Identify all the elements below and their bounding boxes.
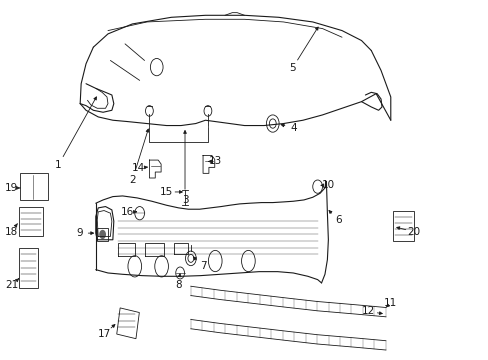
- Text: 17: 17: [97, 329, 110, 339]
- Bar: [392, 211, 413, 241]
- Text: 3: 3: [182, 195, 188, 205]
- Text: 4: 4: [289, 123, 296, 133]
- Bar: [19, 207, 42, 237]
- Text: 13: 13: [208, 156, 222, 166]
- Bar: [97, 228, 108, 241]
- Text: 9: 9: [76, 228, 83, 238]
- Text: 7: 7: [199, 261, 206, 271]
- Text: 5: 5: [288, 63, 295, 73]
- Text: 20: 20: [407, 227, 420, 237]
- Bar: [117, 308, 139, 339]
- Text: 6: 6: [334, 215, 341, 225]
- Text: 8: 8: [175, 280, 182, 290]
- Text: 12: 12: [362, 306, 375, 316]
- Circle shape: [99, 230, 106, 239]
- Text: 11: 11: [384, 298, 397, 308]
- Text: 14: 14: [131, 163, 144, 173]
- Text: 1: 1: [55, 161, 61, 170]
- Text: 2: 2: [129, 175, 135, 185]
- Text: 21: 21: [5, 280, 18, 290]
- Text: 19: 19: [5, 183, 18, 193]
- Text: 16: 16: [121, 207, 134, 217]
- Text: 15: 15: [160, 187, 173, 197]
- Bar: [20, 174, 48, 200]
- Bar: [19, 248, 38, 288]
- Text: 10: 10: [321, 180, 334, 190]
- Text: 18: 18: [5, 227, 18, 237]
